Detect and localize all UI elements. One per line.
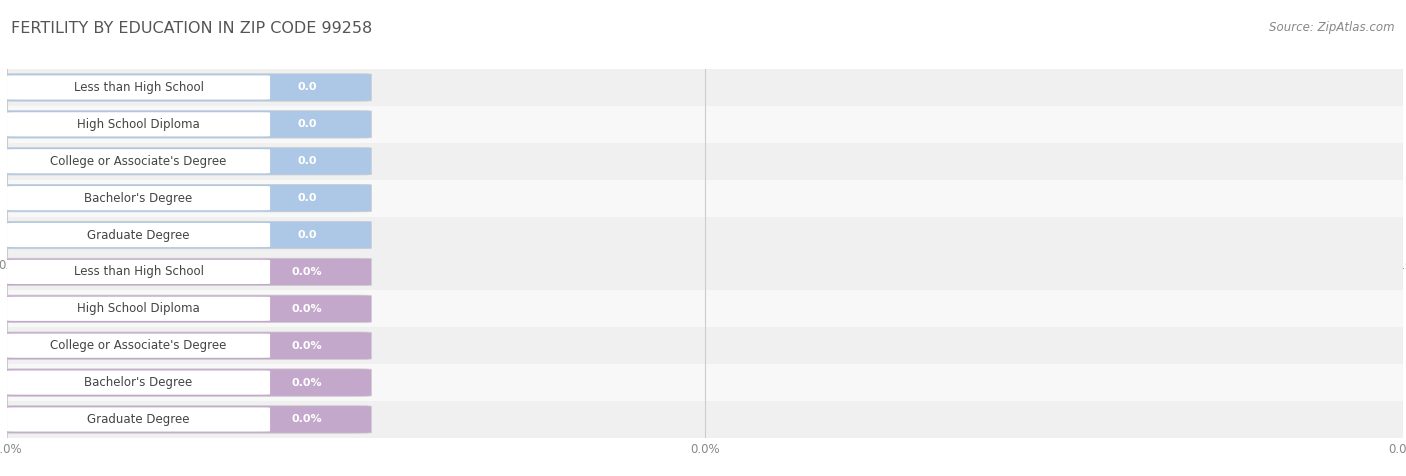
Bar xyxy=(7,290,1403,327)
Text: Graduate Degree: Graduate Degree xyxy=(87,228,190,241)
Bar xyxy=(7,69,1403,106)
Text: 0.0%: 0.0% xyxy=(291,415,322,425)
FancyBboxPatch shape xyxy=(0,369,371,397)
FancyBboxPatch shape xyxy=(7,297,270,321)
Text: Source: ZipAtlas.com: Source: ZipAtlas.com xyxy=(1270,21,1395,34)
Text: 0.0: 0.0 xyxy=(297,193,316,203)
Text: Graduate Degree: Graduate Degree xyxy=(87,413,190,426)
FancyBboxPatch shape xyxy=(7,223,270,247)
FancyBboxPatch shape xyxy=(0,258,371,286)
Text: 0.0%: 0.0% xyxy=(291,341,322,351)
Text: FERTILITY BY EDUCATION IN ZIP CODE 99258: FERTILITY BY EDUCATION IN ZIP CODE 99258 xyxy=(11,21,373,37)
Text: College or Associate's Degree: College or Associate's Degree xyxy=(51,155,226,168)
Text: 0.0%: 0.0% xyxy=(291,304,322,314)
FancyBboxPatch shape xyxy=(0,332,371,359)
Text: 0.0: 0.0 xyxy=(297,82,316,92)
FancyBboxPatch shape xyxy=(7,112,270,137)
FancyBboxPatch shape xyxy=(7,186,270,210)
Bar xyxy=(7,180,1403,217)
Text: Bachelor's Degree: Bachelor's Degree xyxy=(84,376,193,389)
Text: Less than High School: Less than High School xyxy=(73,81,204,94)
FancyBboxPatch shape xyxy=(0,110,371,138)
FancyBboxPatch shape xyxy=(0,295,371,323)
FancyBboxPatch shape xyxy=(7,260,270,284)
FancyBboxPatch shape xyxy=(0,406,371,433)
Text: High School Diploma: High School Diploma xyxy=(77,302,200,315)
FancyBboxPatch shape xyxy=(7,370,270,395)
Bar xyxy=(7,327,1403,364)
FancyBboxPatch shape xyxy=(7,149,270,173)
Text: High School Diploma: High School Diploma xyxy=(77,118,200,131)
Text: 0.0: 0.0 xyxy=(297,119,316,129)
FancyBboxPatch shape xyxy=(0,74,371,101)
FancyBboxPatch shape xyxy=(7,407,270,432)
Text: Bachelor's Degree: Bachelor's Degree xyxy=(84,192,193,205)
Bar xyxy=(7,217,1403,254)
Bar xyxy=(7,254,1403,290)
Text: 0.0%: 0.0% xyxy=(291,377,322,387)
FancyBboxPatch shape xyxy=(0,184,371,212)
Bar xyxy=(7,106,1403,143)
FancyBboxPatch shape xyxy=(7,334,270,358)
Text: 0.0%: 0.0% xyxy=(291,267,322,277)
Bar xyxy=(7,143,1403,179)
Text: College or Associate's Degree: College or Associate's Degree xyxy=(51,339,226,352)
Text: Less than High School: Less than High School xyxy=(73,266,204,278)
Text: 0.0: 0.0 xyxy=(297,230,316,240)
Bar xyxy=(7,364,1403,401)
FancyBboxPatch shape xyxy=(0,148,371,175)
Bar xyxy=(7,401,1403,438)
FancyBboxPatch shape xyxy=(0,221,371,249)
Text: 0.0: 0.0 xyxy=(297,156,316,166)
FancyBboxPatch shape xyxy=(7,75,270,99)
